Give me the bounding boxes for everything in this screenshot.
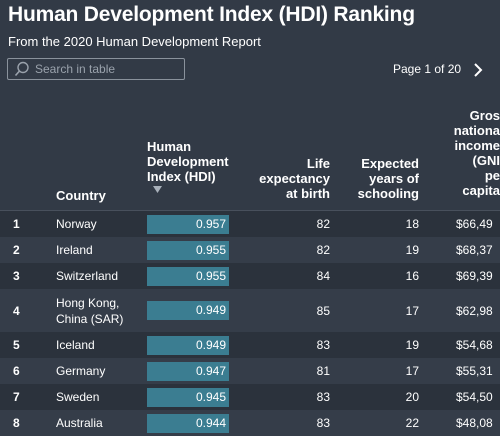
gni-cell: $62,98	[456, 303, 493, 318]
country-cell: Ireland	[56, 243, 93, 257]
pagination-label: Page 1 of 20	[393, 62, 462, 76]
life-expectancy-cell: 84	[316, 269, 330, 283]
hdi-bar: 0.945	[147, 387, 229, 407]
schooling-cell: 17	[405, 364, 419, 378]
table-row: 7 Sweden 0.945 83 20 $54,50	[0, 384, 500, 410]
life-expectancy-cell: 82	[316, 217, 330, 231]
hdi-value: 0.947	[195, 363, 226, 378]
hdi-value: 0.955	[195, 268, 226, 283]
rank-cell: 1	[13, 217, 20, 231]
rank-cell: 5	[13, 338, 20, 352]
country-cell: Iceland	[56, 338, 95, 352]
hdi-bar: 0.949	[147, 301, 229, 320]
column-header-country[interactable]: Country	[56, 188, 106, 203]
hdi-value: 0.957	[195, 216, 226, 231]
country-cell: Australia	[56, 416, 103, 430]
rank-cell: 8	[13, 416, 20, 430]
gni-cell: $48,08	[456, 416, 493, 430]
country-cell: Sweden	[56, 390, 100, 404]
rank-cell: 3	[13, 269, 20, 283]
hdi-value: 0.944	[195, 415, 226, 430]
schooling-cell: 17	[405, 303, 419, 318]
page-subtitle: From the 2020 Human Development Report	[8, 34, 261, 49]
column-header-gni[interactable]: Gros nationa income (GNI pe capita	[453, 108, 500, 198]
hdi-bar: 0.949	[147, 335, 229, 355]
table-row: 6 Germany 0.947 81 17 $55,31	[0, 358, 500, 384]
column-header-life-expectancy[interactable]: Life expectancy at birth	[259, 156, 330, 201]
gni-cell: $68,37	[456, 243, 493, 257]
column-header-hdi[interactable]: Human Development Index (HDI)	[147, 139, 229, 184]
page-title: Human Development Index (HDI) Ranking	[8, 3, 415, 26]
schooling-cell: 22	[405, 416, 419, 430]
column-header-expected-schooling[interactable]: Expected years of schooling	[357, 156, 419, 201]
life-expectancy-cell: 83	[316, 390, 330, 404]
rank-cell: 7	[13, 390, 20, 404]
table-row: 8 Australia 0.944 83 22 $48,08	[0, 410, 500, 436]
gni-cell: $55,31	[456, 364, 493, 378]
hdi-bar: 0.955	[147, 240, 229, 260]
hdi-value: 0.949	[195, 337, 226, 352]
table-row: 2 Ireland 0.955 82 19 $68,37	[0, 237, 500, 263]
table-row: 4 Hong Kong, China (SAR) 0.949 85 17 $62,98	[0, 289, 500, 332]
gni-cell: $66,49	[456, 217, 493, 231]
schooling-cell: 20	[405, 390, 419, 404]
table-row: 5 Iceland 0.949 83 19 $54,68	[0, 332, 500, 358]
country-cell: Switzerland	[56, 269, 119, 283]
schooling-cell: 16	[405, 269, 419, 283]
hdi-value: 0.955	[195, 242, 226, 257]
life-expectancy-cell: 81	[316, 364, 330, 378]
hdi-bar: 0.957	[147, 214, 229, 234]
life-expectancy-cell: 83	[316, 338, 330, 352]
life-expectancy-cell: 83	[316, 416, 330, 430]
country-cell: Norway	[56, 217, 97, 231]
country-cell: Germany	[56, 364, 106, 378]
rank-cell: 4	[13, 303, 20, 318]
chevron-right-icon	[474, 63, 483, 77]
header-divider	[0, 210, 500, 211]
hdi-bar: 0.944	[147, 413, 229, 433]
search-icon	[14, 61, 29, 77]
search-box[interactable]	[7, 58, 185, 80]
schooling-cell: 18	[405, 217, 419, 231]
country-cell: Hong Kong, China (SAR)	[56, 295, 124, 326]
table-row: 1 Norway 0.957 82 18 $66,49	[0, 211, 500, 237]
schooling-cell: 19	[405, 243, 419, 257]
search-input[interactable]	[35, 62, 175, 76]
table-row: 3 Switzerland 0.955 84 16 $69,39	[0, 263, 500, 289]
hdi-bar: 0.955	[147, 266, 229, 286]
life-expectancy-cell: 85	[316, 303, 330, 318]
schooling-cell: 19	[405, 338, 419, 352]
gni-cell: $54,68	[456, 338, 493, 352]
sort-descending-icon	[153, 186, 162, 193]
next-page-button[interactable]	[470, 60, 486, 80]
hdi-value: 0.949	[195, 303, 226, 317]
gni-cell: $54,50	[456, 390, 493, 404]
gni-cell: $69,39	[456, 269, 493, 283]
rank-cell: 2	[13, 243, 20, 257]
hdi-value: 0.945	[195, 389, 226, 404]
rank-cell: 6	[13, 364, 20, 378]
life-expectancy-cell: 82	[316, 243, 330, 257]
hdi-bar: 0.947	[147, 361, 229, 381]
